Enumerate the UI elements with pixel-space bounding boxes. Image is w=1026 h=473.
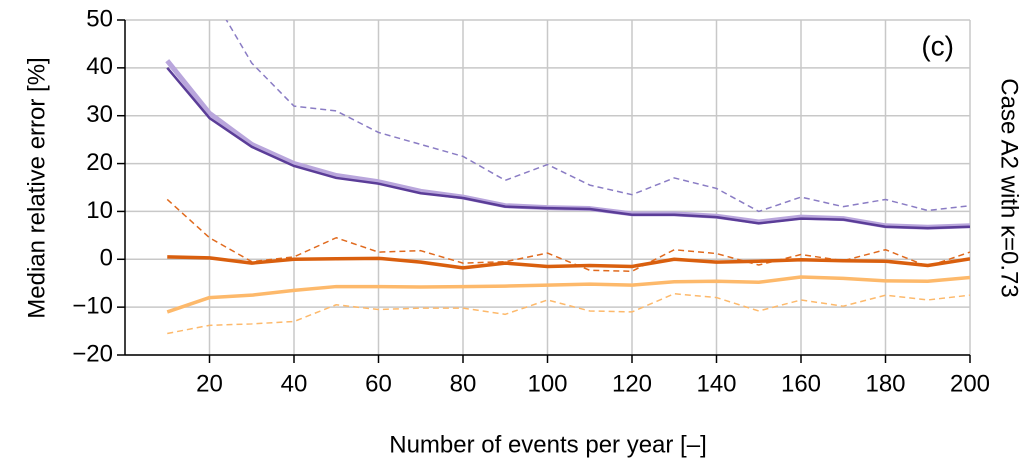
series-line xyxy=(165,59,970,230)
panel-label: (c) xyxy=(921,30,954,61)
series-line xyxy=(167,255,970,270)
x-tick-label: 60 xyxy=(365,370,392,397)
series-line xyxy=(167,292,970,335)
x-tick-label: 180 xyxy=(865,370,905,397)
y-tick-label: 10 xyxy=(86,197,113,224)
series-line xyxy=(225,20,970,213)
y-tick-label: −20 xyxy=(72,340,113,367)
x-tick-label: 140 xyxy=(696,370,736,397)
x-tick-label: 20 xyxy=(196,370,223,397)
x-tick-label: 160 xyxy=(781,370,821,397)
x-tick-label: 120 xyxy=(612,370,652,397)
x-tick-label: 80 xyxy=(450,370,477,397)
x-tick-label: 200 xyxy=(950,370,990,397)
y-tick-label: 50 xyxy=(86,5,113,32)
series-line xyxy=(166,275,970,314)
y-tick-label: −10 xyxy=(72,292,113,319)
x-tick-label: 100 xyxy=(527,370,567,397)
x-tick-label: 40 xyxy=(281,370,308,397)
y-tick-label: 0 xyxy=(100,245,113,272)
y-tick-label: 30 xyxy=(86,101,113,128)
x-axis-label: Number of events per year [–] xyxy=(389,431,706,458)
y-axis-label: Median relative error [%] xyxy=(23,57,50,318)
plot-area xyxy=(165,20,970,335)
y-tick-label: 40 xyxy=(86,53,113,80)
side-label: Case A2 with κ=0.73 xyxy=(996,78,1023,297)
series-line xyxy=(166,67,970,230)
y-tick-label: 20 xyxy=(86,149,113,176)
